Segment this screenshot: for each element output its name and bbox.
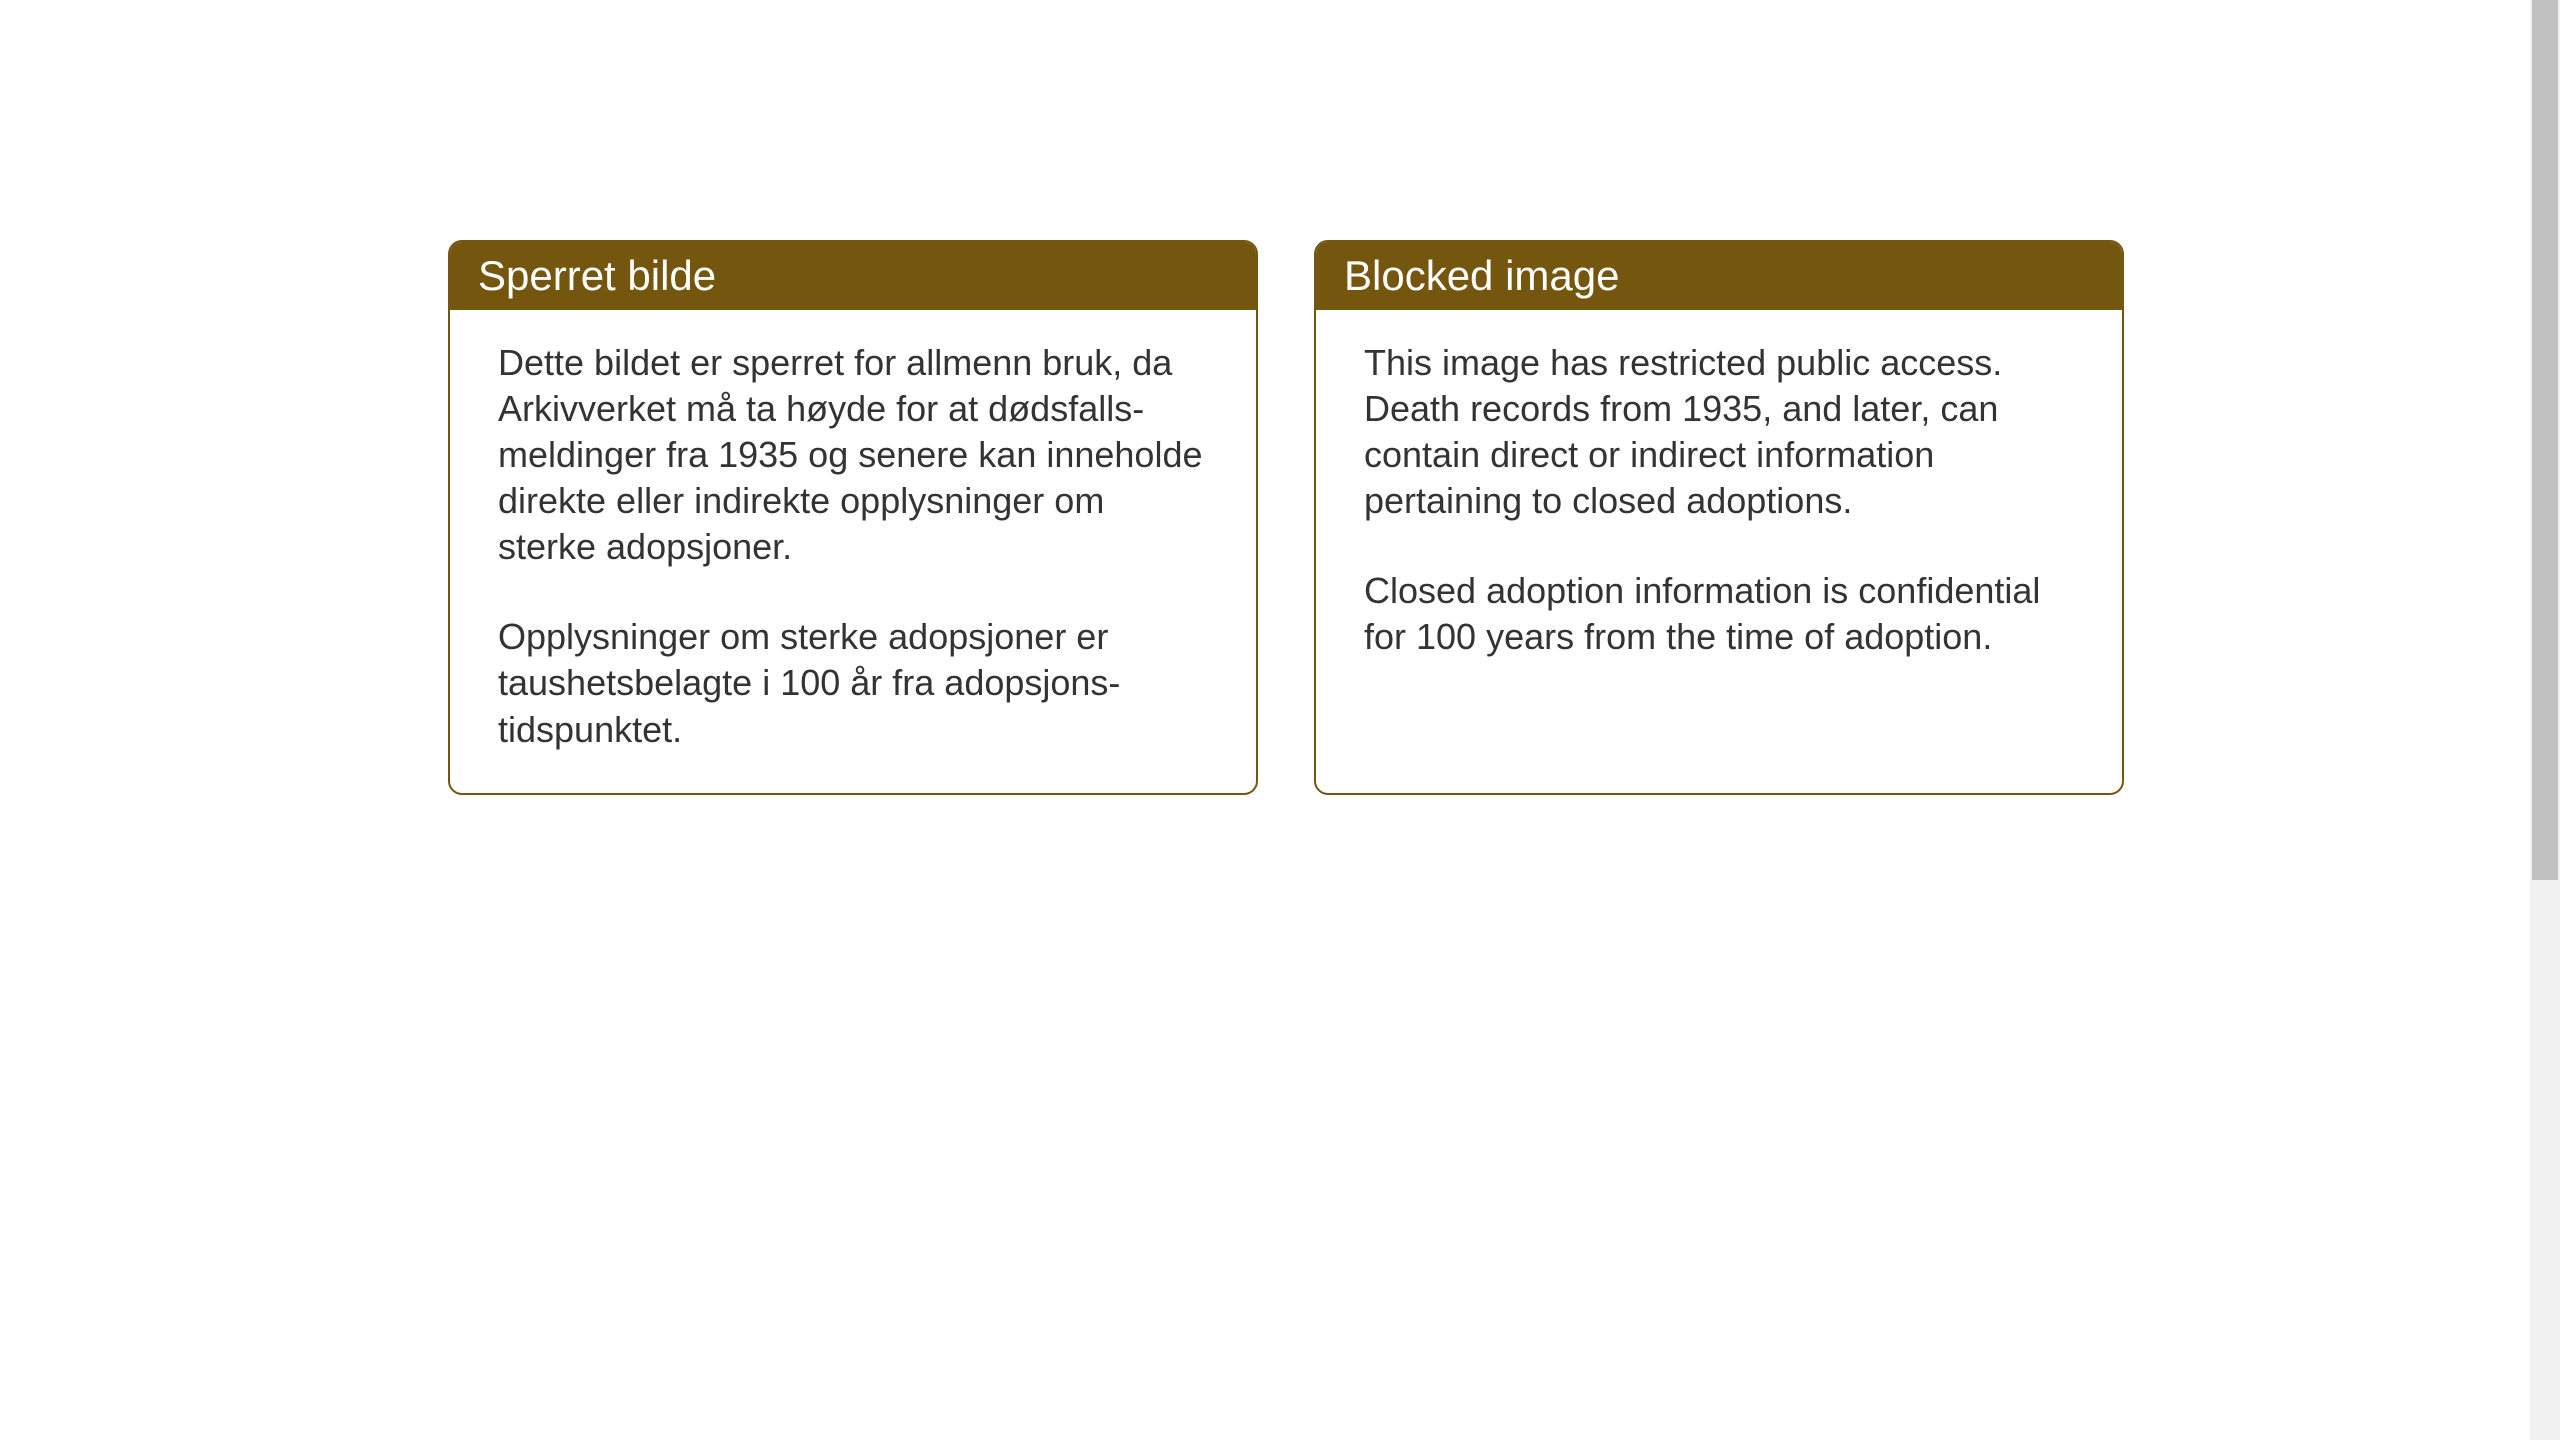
notice-paragraph-1-norwegian: Dette bildet er sperret for allmenn bruk… <box>498 340 1208 570</box>
notice-card-norwegian: Sperret bilde Dette bildet er sperret fo… <box>448 240 1258 795</box>
notice-paragraph-1-english: This image has restricted public access.… <box>1364 340 2074 524</box>
notice-card-english: Blocked image This image has restricted … <box>1314 240 2124 795</box>
vertical-scrollbar[interactable] <box>2530 0 2560 1440</box>
notice-header-norwegian: Sperret bilde <box>450 242 1256 310</box>
notice-paragraph-2-norwegian: Opplysninger om sterke adopsjoner er tau… <box>498 614 1208 752</box>
scrollbar-thumb[interactable] <box>2532 0 2558 880</box>
notice-title-norwegian: Sperret bilde <box>478 252 716 299</box>
notice-paragraph-2-english: Closed adoption information is confident… <box>1364 568 2074 660</box>
notice-body-norwegian: Dette bildet er sperret for allmenn bruk… <box>450 310 1256 793</box>
notice-body-english: This image has restricted public access.… <box>1316 310 2122 700</box>
notice-title-english: Blocked image <box>1344 252 1619 299</box>
notice-header-english: Blocked image <box>1316 242 2122 310</box>
notice-container: Sperret bilde Dette bildet er sperret fo… <box>448 240 2124 795</box>
